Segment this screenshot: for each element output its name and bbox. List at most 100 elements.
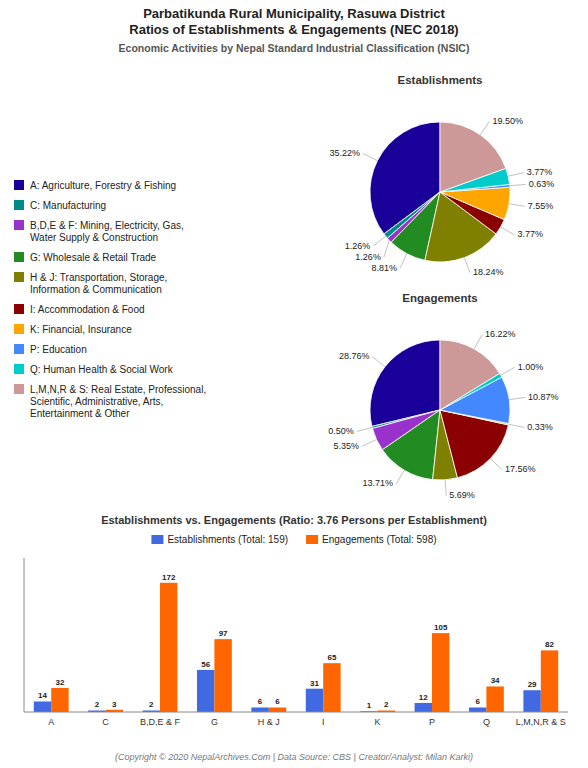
pie-slice: [440, 122, 506, 192]
leader-line: [400, 254, 407, 269]
x-tick-label: Q: [483, 717, 490, 727]
data-labels: 1422566311126293231729766521053482: [38, 573, 554, 710]
legend-item: G: Wholesale & Retail Trade: [14, 252, 157, 263]
pie-title: Engagements: [402, 292, 477, 304]
leader-line: [464, 258, 470, 273]
leader-line: [480, 122, 489, 135]
data-label: 6: [258, 697, 263, 706]
legend-label: G: Wholesale & Retail Trade: [30, 252, 157, 263]
legend-swatch: [14, 180, 24, 190]
x-tick-label: P: [429, 717, 435, 727]
legend-swatch: [14, 304, 24, 314]
text-line: H & J: Transportation, Storage,: [30, 272, 167, 283]
data-label: 3.77%: [527, 167, 553, 177]
data-labels: 28.76%0.50%5.35%13.71%5.69%17.56%0.33%10…: [328, 329, 558, 500]
slices: [370, 340, 510, 480]
data-label: 6: [475, 697, 480, 706]
pie-title: Establishments: [398, 74, 483, 86]
legend-swatch: [14, 364, 24, 374]
data-label: 97: [219, 629, 228, 638]
data-label: 7.55%: [528, 201, 554, 211]
legend-item: Q: Human Health & Social Work: [14, 364, 174, 375]
pie-slice: [440, 187, 510, 219]
data-label: 18.24%: [473, 267, 504, 277]
text-line: Parbatikunda Rural Municipality, Rasuwa …: [143, 6, 445, 21]
text-line: Scientific, Administrative, Arts,: [30, 396, 163, 407]
x-tick-label: K: [375, 717, 381, 727]
bar: [214, 639, 231, 712]
data-label: 35.22%: [330, 148, 361, 158]
bar: [432, 633, 449, 712]
bar: [197, 670, 214, 712]
data-labels: 35.22%1.26%1.26%8.81%18.24%3.77%7.55%0.6…: [330, 116, 555, 277]
legend-label: Q: Human Health & Social Work: [30, 364, 174, 375]
legend-swatch: [151, 535, 163, 544]
legend-swatch: [14, 324, 24, 334]
bars: [34, 583, 558, 712]
title: Parbatikunda Rural Municipality, Rasuwa …: [129, 6, 458, 37]
bar: [251, 707, 268, 712]
leader-line: [372, 357, 385, 367]
data-label: 32: [55, 678, 64, 687]
data-label: 13.71%: [363, 478, 394, 488]
bar: [51, 688, 68, 712]
legend-item: A: Agriculture, Forestry & Fishing: [14, 180, 176, 191]
bar: [523, 690, 540, 712]
legend: A: Agriculture, Forestry & FishingC: Man…: [14, 180, 206, 419]
data-label: 0.50%: [328, 426, 354, 436]
leader-line: [509, 397, 525, 399]
leader-line: [509, 424, 525, 427]
pie-slice: [382, 410, 440, 480]
bar-chart: Establishments vs. Engagements (Ratio: 3…: [24, 514, 568, 727]
background: [0, 0, 588, 768]
legend-swatch: [306, 535, 318, 544]
bar: [469, 707, 486, 712]
leader-line: [362, 440, 377, 447]
legend-item: L,M,N,R & S: Real Estate, Professional,S…: [14, 384, 206, 419]
data-label: 105: [434, 623, 448, 632]
chart-title: Establishments vs. Engagements (Ratio: 3…: [101, 514, 487, 526]
x-tick-label: C: [102, 717, 109, 727]
leader-line: [396, 470, 404, 484]
x-tick-label: B,D,E & F: [140, 717, 181, 727]
data-label: 82: [545, 640, 554, 649]
legend-label: L,M,N,R & S: Real Estate, Professional,S…: [30, 384, 206, 419]
x-tick-label: A: [48, 717, 54, 727]
leader-line: [508, 173, 524, 177]
data-label: 3: [112, 700, 117, 709]
legend-label: Establishments (Total: 159): [167, 534, 288, 545]
legend: Establishments (Total: 159) Engagements (…: [151, 534, 436, 545]
leader-line: [357, 427, 372, 431]
text-line: Information & Communication: [30, 284, 162, 295]
text-line: Entertainment & Other: [30, 408, 130, 419]
bar: [486, 686, 503, 712]
leader-line: [490, 459, 502, 470]
data-label: 1.26%: [345, 241, 371, 251]
legend-label: I: Accommodation & Food: [30, 304, 145, 315]
legend-label: H & J: Transportation, Storage,Informati…: [30, 272, 167, 295]
leader-line: [510, 184, 526, 185]
x-axis-line: [24, 712, 568, 713]
x-tick-label: H & J: [258, 717, 280, 727]
subtitle: Economic Activities by Nepal Standard In…: [119, 42, 470, 54]
data-label: 8.81%: [372, 263, 398, 273]
legend-label: K: Financial, Insurance: [30, 324, 132, 335]
bar: [306, 689, 323, 712]
leader-line: [509, 204, 525, 207]
data-label: 2: [95, 700, 100, 709]
data-label: 3.77%: [517, 229, 543, 239]
x-tick-label: I: [322, 717, 325, 727]
data-label: 19.50%: [492, 116, 523, 126]
legend-swatch: [14, 252, 24, 262]
legend-swatch: [14, 220, 24, 230]
legend-label: Engagements (Total: 598): [322, 534, 437, 545]
leader-line: [474, 335, 482, 349]
data-label: 10.87%: [528, 392, 559, 402]
x-tick-label: L,M,N,R & S: [516, 717, 566, 727]
pie-chart: Engagements 28.76%0.50%5.35%13.71%5.69%17…: [328, 292, 558, 500]
text-line: Water Supply & Construction: [30, 232, 158, 243]
data-label: 1: [367, 701, 372, 710]
legend-item: H & J: Transportation, Storage,Informati…: [14, 272, 167, 295]
legend-item: Establishments (Total: 159): [151, 534, 288, 545]
legend-swatch: [14, 344, 24, 354]
